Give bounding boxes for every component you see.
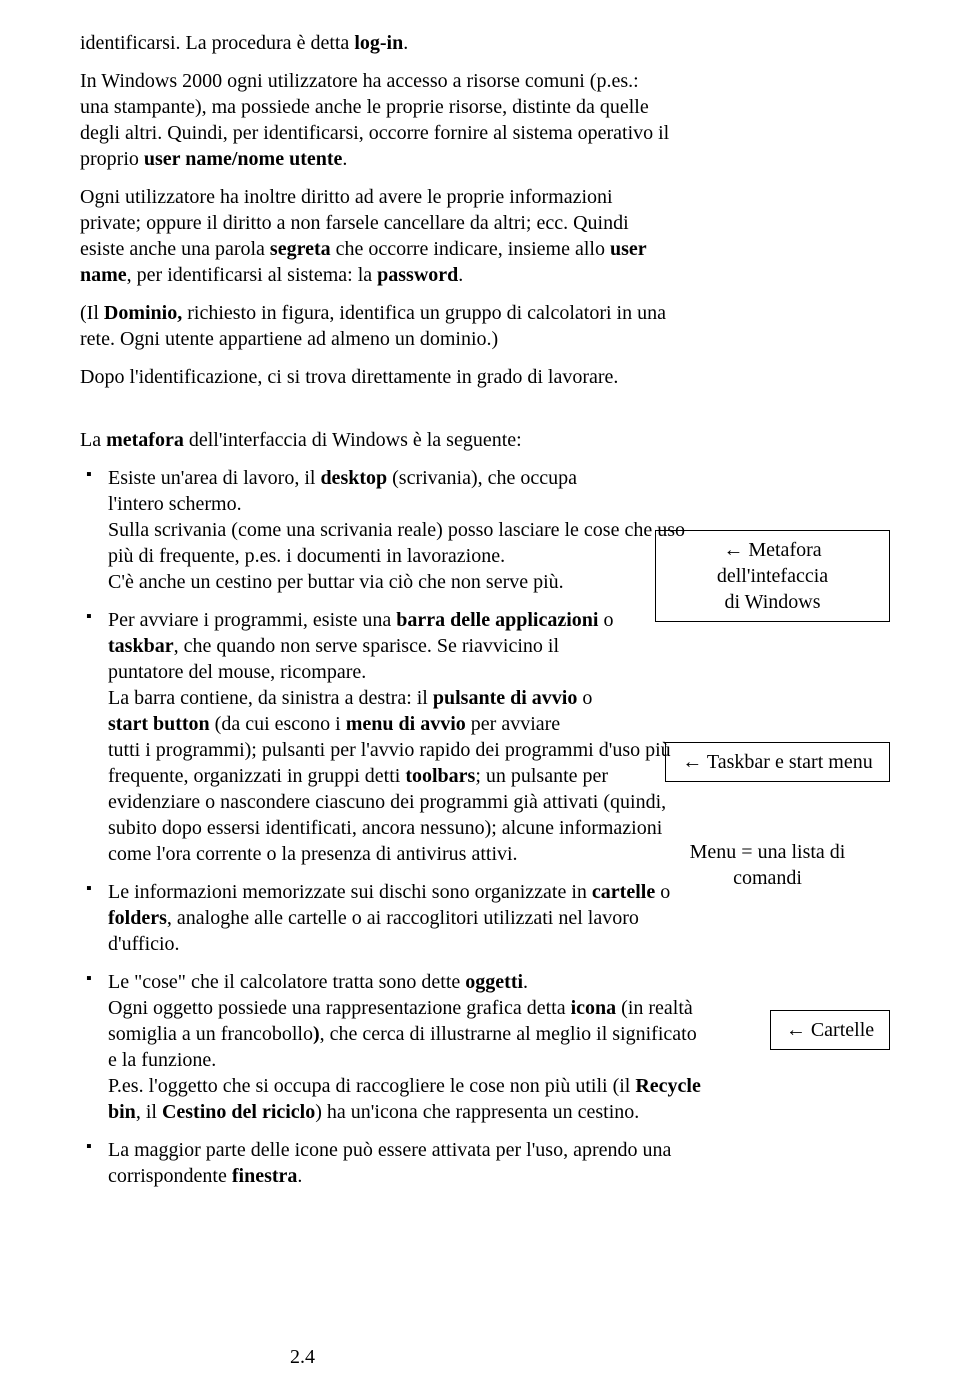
bold-text: user name/nome utente bbox=[144, 148, 343, 170]
list-item-folders: Le informazioni memorizzate sui dischi s… bbox=[80, 879, 710, 957]
bold-text: folders bbox=[108, 907, 167, 929]
bold-text: log-in bbox=[354, 32, 403, 54]
bold-text: toolbars bbox=[405, 765, 475, 787]
text: dell'interfaccia di Windows è la seguent… bbox=[184, 429, 522, 451]
intro-paragraph-1: identificarsi. La procedura è detta log-… bbox=[80, 30, 670, 56]
bold-text: desktop bbox=[320, 467, 387, 489]
text: La barra contiene, da sinistra a destra:… bbox=[108, 687, 433, 709]
text: , analoghe alle cartelle o ai raccoglito… bbox=[108, 907, 639, 955]
text: La maggior parte delle icone può essere … bbox=[108, 1139, 671, 1187]
bold-text: Dominio, bbox=[104, 302, 182, 324]
bold-text: ) bbox=[313, 1023, 320, 1045]
bold-text: password bbox=[377, 264, 458, 286]
side-box-cartelle: ← Cartelle bbox=[770, 1010, 890, 1050]
text: . bbox=[523, 971, 528, 993]
metaphor-intro: La metafora dell'interfaccia di Windows … bbox=[80, 427, 600, 453]
list-item-objects: Le "cose" che il calcolatore tratta sono… bbox=[80, 969, 710, 1125]
intro-paragraph-2: In Windows 2000 ogni utilizzatore ha acc… bbox=[80, 68, 670, 172]
text: Dopo l'identificazione, ci si trova dire… bbox=[80, 366, 618, 388]
text: . bbox=[342, 148, 347, 170]
text: . bbox=[458, 264, 463, 286]
text: Ogni oggetto possiede una rappresentazio… bbox=[108, 997, 571, 1019]
bold-text: Cestino del riciclo bbox=[162, 1101, 315, 1123]
page-number: 2.4 bbox=[290, 1344, 315, 1370]
text: . bbox=[403, 32, 408, 54]
text: La bbox=[80, 429, 106, 451]
text: Le "cose" che il calcolatore tratta sono… bbox=[108, 971, 465, 993]
list-item-desktop: Esiste un'area di lavoro, il desktop (sc… bbox=[80, 465, 890, 595]
bold-text: pulsante di avvio bbox=[433, 687, 577, 709]
bold-text: icona bbox=[571, 997, 617, 1019]
bold-text: cartelle bbox=[592, 881, 655, 903]
metaphor-list: Esiste un'area di lavoro, il desktop (sc… bbox=[80, 465, 890, 1189]
bold-text: barra delle applicazioni bbox=[396, 609, 598, 631]
text: o bbox=[598, 609, 613, 631]
text: (da cui escono i bbox=[210, 713, 346, 735]
text: , che quando non serve sparisce. Se riav… bbox=[108, 635, 559, 683]
text: P.es. l'oggetto che si occupa di raccogl… bbox=[108, 1075, 635, 1097]
bold-text: oggetti bbox=[465, 971, 523, 993]
text: Esiste un'area di lavoro, il bbox=[108, 467, 320, 489]
bold-text: menu di avvio bbox=[346, 713, 466, 735]
intro-paragraph-5: Dopo l'identificazione, ci si trova dire… bbox=[80, 364, 670, 390]
bold-text: finestra bbox=[232, 1165, 298, 1187]
intro-paragraph-4: (Il Dominio, richiesto in figura, identi… bbox=[80, 300, 670, 352]
text: ) ha un'icona che rappresenta un cestino… bbox=[315, 1101, 639, 1123]
text: , il bbox=[136, 1101, 162, 1123]
list-item-taskbar: Per avviare i programmi, esiste una barr… bbox=[80, 607, 890, 867]
text: identificarsi. La procedura è detta bbox=[80, 32, 354, 54]
intro-paragraph-3: Ogni utilizzatore ha inoltre diritto ad … bbox=[80, 184, 670, 288]
text: Le informazioni memorizzate sui dischi s… bbox=[108, 881, 592, 903]
text: che occorre indicare, insieme allo bbox=[331, 238, 610, 260]
text: o bbox=[655, 881, 670, 903]
list-item-windows: La maggior parte delle icone può essere … bbox=[80, 1137, 710, 1189]
text: . bbox=[297, 1165, 302, 1187]
bold-text: taskbar bbox=[108, 635, 174, 657]
text: C'è anche un cestino per buttar via ciò … bbox=[108, 571, 564, 593]
text: Per avviare i programmi, esiste una bbox=[108, 609, 396, 631]
text: (Il bbox=[80, 302, 104, 324]
text: Sulla scrivania (come una scrivania real… bbox=[108, 519, 685, 567]
text: , per identificarsi al sistema: la bbox=[127, 264, 377, 286]
text: o bbox=[577, 687, 592, 709]
bold-text: start button bbox=[108, 713, 210, 735]
box-text: ← Cartelle bbox=[786, 1019, 874, 1041]
bold-text: metafora bbox=[106, 429, 184, 451]
bold-text: segreta bbox=[270, 238, 331, 260]
